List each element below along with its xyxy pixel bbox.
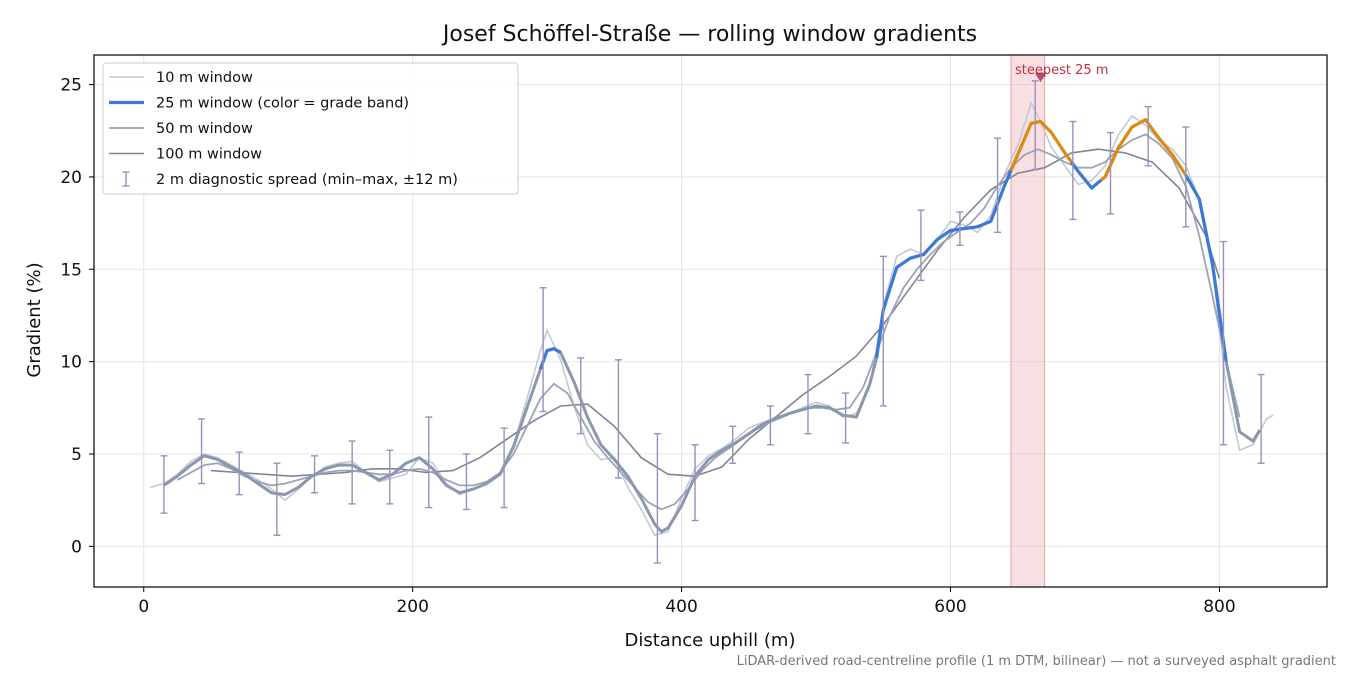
y-tick-label: 0 (71, 537, 82, 557)
x-tick-label: 600 (934, 597, 966, 617)
chart-title: Josef Schöffel-Straße — rolling window g… (441, 22, 977, 47)
steepest-marker-icon (1034, 72, 1047, 83)
errorbar (539, 287, 547, 413)
errorbar (879, 255, 887, 407)
x-tick-label: 400 (665, 597, 697, 617)
errorbar (691, 444, 699, 522)
legend-10m: 10 m window (109, 70, 253, 86)
series-100m-line (210, 148, 1221, 478)
legend-label: 10 m window (156, 70, 253, 86)
errorbar (425, 416, 433, 509)
errorbar (917, 209, 925, 282)
errorbar (766, 405, 774, 446)
errorbar (1182, 126, 1190, 228)
errorbar (235, 451, 243, 496)
errorbar (1069, 120, 1077, 221)
y-tick-label: 5 (71, 445, 82, 465)
legend-label: 100 m window (156, 147, 262, 163)
x-axis-label: Distance uphill (m) (625, 630, 796, 651)
errorbar (348, 440, 356, 505)
x-tick-label: 200 (396, 597, 428, 617)
errorbar (1107, 131, 1115, 215)
errorbar (1144, 106, 1152, 167)
steepest-window-band (1010, 54, 1046, 588)
y-axis-label: Gradient (%) (24, 262, 45, 377)
errorbar (1257, 373, 1265, 464)
y-tick-label: 20 (60, 168, 82, 188)
series-50m-line (176, 133, 1241, 511)
errorbar (577, 357, 585, 435)
steepest-label: steepest 25 m (1015, 63, 1108, 78)
errorbar (311, 455, 319, 494)
grade-band-segment (875, 169, 1013, 359)
grade-band-segment (1009, 119, 1073, 172)
legend-errorbar: 2 m diagnostic spread (min–max, ±12 m) (122, 171, 458, 188)
errorbar (729, 425, 737, 464)
errorbar (842, 392, 850, 444)
errorbar (614, 359, 622, 479)
y-tick-label: 15 (60, 260, 82, 280)
plot-frame (93, 54, 1328, 588)
y-tick-label: 10 (60, 353, 82, 373)
errorbar (500, 427, 508, 509)
series-group (150, 80, 1274, 564)
errorbar (273, 462, 281, 536)
legend-label: 2 m diagnostic spread (min–max, ±12 m) (156, 172, 458, 188)
errorbar (1031, 80, 1039, 171)
legend-50m: 50 m window (109, 121, 253, 137)
errorbar (198, 418, 206, 485)
errorbar (653, 432, 661, 564)
errorbar (386, 449, 394, 505)
y-tick-label: 25 (60, 76, 82, 96)
grade-band-segment (1100, 118, 1188, 182)
x-tick-label: 0 (138, 597, 149, 617)
legend-box (102, 62, 519, 195)
errorbar (462, 453, 470, 511)
errorbar (1219, 240, 1227, 446)
legend-25m: 25 m window (color = grade band) (109, 96, 409, 112)
x-tick-label: 800 (1203, 597, 1235, 617)
errorbar (160, 455, 168, 514)
grade-band-segment (1070, 161, 1103, 190)
legend-label: 25 m window (color = grade band) (156, 96, 409, 112)
grade-band-segment (1184, 174, 1228, 362)
series-10m-line (150, 100, 1274, 537)
legend-label: 50 m window (156, 121, 253, 137)
chart-footnote: LiDAR-derived road-centreline profile (1… (737, 654, 1336, 669)
errorbar (804, 373, 812, 435)
legend-100m: 100 m window (109, 147, 262, 163)
errorbar (956, 211, 964, 246)
errorbar (994, 137, 1002, 234)
